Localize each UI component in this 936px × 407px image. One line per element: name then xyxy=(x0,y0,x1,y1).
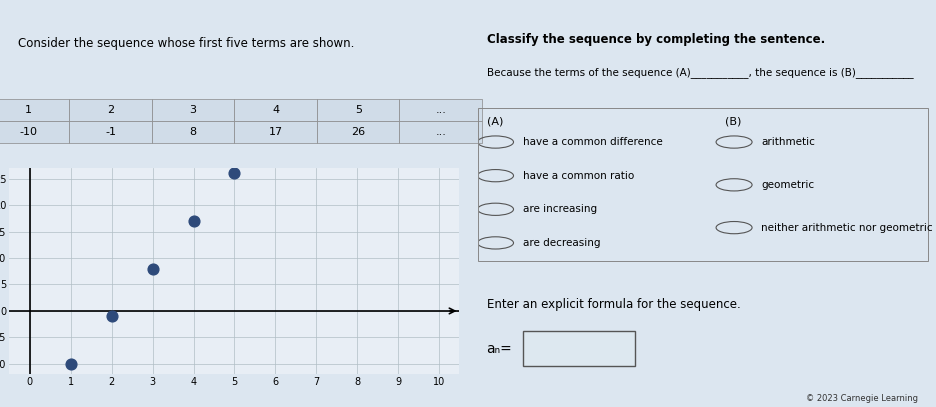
Point xyxy=(186,218,201,224)
FancyBboxPatch shape xyxy=(522,330,635,366)
Text: have a common ratio: have a common ratio xyxy=(522,171,633,181)
Text: Classify the sequence by completing the sentence.: Classify the sequence by completing the … xyxy=(486,33,824,46)
Text: are increasing: are increasing xyxy=(522,204,596,214)
Text: arithmetic: arithmetic xyxy=(760,137,814,147)
Text: geometric: geometric xyxy=(760,180,813,190)
Point xyxy=(104,313,119,319)
Text: (B): (B) xyxy=(724,116,740,126)
Point xyxy=(227,170,241,177)
Text: aₙ=: aₙ= xyxy=(486,342,512,356)
Text: have a common difference: have a common difference xyxy=(522,137,662,147)
Point xyxy=(145,265,160,272)
Text: are decreasing: are decreasing xyxy=(522,238,599,248)
Text: (A): (A) xyxy=(486,116,503,126)
Text: Enter an explicit formula for the sequence.: Enter an explicit formula for the sequen… xyxy=(486,298,739,311)
Text: neither arithmetic nor geometric: neither arithmetic nor geometric xyxy=(760,223,931,233)
Text: Consider the sequence whose first five terms are shown.: Consider the sequence whose first five t… xyxy=(19,37,355,50)
Text: © 2023 Carnegie Learning: © 2023 Carnegie Learning xyxy=(805,394,917,403)
Point xyxy=(64,361,79,367)
Text: Because the terms of the sequence (A)___________, the sequence is (B)___________: Because the terms of the sequence (A)___… xyxy=(486,68,913,78)
